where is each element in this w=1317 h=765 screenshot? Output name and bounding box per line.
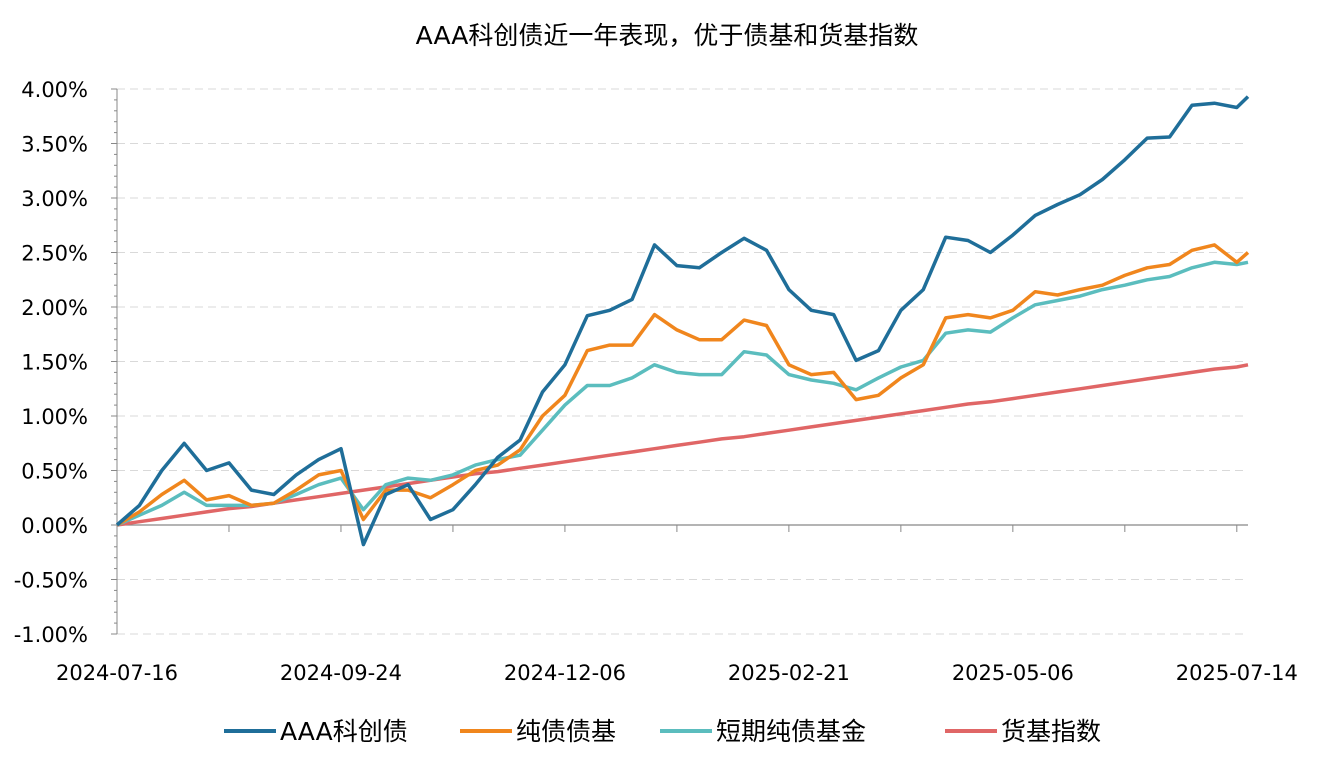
legend-label: AAA科创债 [280,717,408,746]
legend-label: 货基指数 [1001,717,1101,746]
y-tick-label: 4.00% [21,78,88,102]
y-tick-label: 1.00% [21,405,88,429]
series-line-1 [116,243,1250,527]
y-tick-label: 3.00% [21,187,88,211]
y-tick-label: 2.50% [21,242,88,266]
legend-label: 短期纯债基金 [716,717,866,746]
y-tick-label: -0.50% [14,569,88,593]
gridlines [117,88,1248,635]
series-lines [115,95,1250,547]
legend-label: 纯债债基 [516,717,616,746]
y-tick-label: 1.50% [21,351,88,375]
x-tick-label: 2024-12-06 [504,661,626,685]
y-tick-label: -1.00% [14,623,88,647]
series-line-3 [116,363,1249,527]
y-tick-label: 2.00% [21,296,88,320]
y-tick-label: 3.50% [21,133,88,157]
legend: AAA科创债 纯债债基 短期纯债基金 货基指数 [224,717,1101,746]
y-tick-label: 0.50% [21,460,88,484]
series-line-2 [116,260,1249,527]
y-tick-label: 0.00% [21,514,88,538]
x-tick-label: 2025-05-06 [952,661,1074,685]
x-tick-label: 2024-09-24 [280,661,402,685]
x-tick-label: 2025-02-21 [728,661,850,685]
x-tick-label: 2025-07-14 [1176,661,1298,685]
x-tick-label: 2024-07-16 [56,661,178,685]
series-line-0 [115,95,1250,547]
chart-title: AAA科创债近一年表现，优于债基和货基指数 [416,21,919,50]
axes: -1.00% -0.50% 0.00% 0.50% 1.00% 1.50% 2.00% 2.5… [14,78,1298,685]
